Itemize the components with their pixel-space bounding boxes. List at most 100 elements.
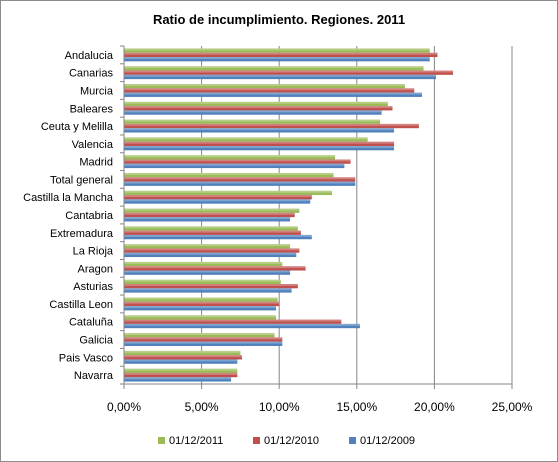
bar-fill bbox=[124, 181, 356, 186]
bar-fill bbox=[124, 368, 238, 373]
bar-fill bbox=[124, 217, 291, 222]
bar-highlight bbox=[124, 92, 422, 95]
category-label: Extremadura bbox=[50, 228, 114, 240]
bar-fill bbox=[124, 52, 438, 58]
bar-fill bbox=[124, 106, 393, 111]
bar-2 bbox=[124, 270, 291, 275]
bar-2 bbox=[124, 74, 436, 80]
bar-highlight bbox=[124, 368, 238, 371]
bar-highlight bbox=[124, 141, 395, 144]
x-tick-label: 10,00% bbox=[259, 400, 300, 414]
bar-0 bbox=[124, 315, 277, 320]
bar-highlight bbox=[124, 333, 275, 336]
bar-fill bbox=[124, 297, 278, 302]
bar-2 bbox=[124, 341, 283, 346]
bar-1 bbox=[124, 106, 393, 111]
bar-0 bbox=[124, 137, 368, 142]
bar-highlight bbox=[124, 226, 298, 229]
category-label: Total general bbox=[50, 174, 113, 186]
bar-highlight bbox=[124, 119, 381, 122]
bar-fill bbox=[124, 212, 295, 218]
bar-highlight bbox=[124, 341, 283, 344]
bar-fill bbox=[124, 359, 238, 364]
bar-1 bbox=[124, 301, 280, 307]
bar-highlight bbox=[124, 123, 419, 126]
bar-highlight bbox=[124, 217, 291, 220]
bar-1 bbox=[124, 284, 298, 289]
bar-fill bbox=[124, 128, 395, 133]
bar-0 bbox=[124, 172, 334, 178]
bar-2 bbox=[124, 323, 360, 329]
bar-fill bbox=[124, 284, 298, 289]
bar-fill bbox=[124, 337, 283, 342]
bar-highlight bbox=[124, 270, 291, 273]
bar-fill bbox=[124, 199, 311, 204]
category-label: Castilla la Mancha bbox=[23, 192, 114, 204]
bar-fill bbox=[124, 350, 241, 356]
bar-2 bbox=[124, 377, 232, 382]
legend-item: 01/12/2010 bbox=[253, 435, 319, 447]
bar-fill bbox=[124, 319, 342, 324]
category-label: Canarias bbox=[69, 68, 114, 80]
bar-0 bbox=[124, 190, 332, 196]
bar-highlight bbox=[124, 163, 345, 166]
bar-1 bbox=[124, 372, 238, 378]
bar-0 bbox=[124, 333, 275, 338]
bar-2 bbox=[124, 57, 430, 62]
bar-0 bbox=[124, 279, 281, 285]
bar-1 bbox=[124, 230, 301, 235]
bar-highlight bbox=[124, 230, 301, 233]
bar-fill bbox=[124, 159, 351, 164]
x-tick-label: 15,00% bbox=[336, 400, 377, 414]
bar-fill bbox=[124, 110, 382, 115]
bar-2 bbox=[124, 181, 356, 186]
bar-highlight bbox=[124, 128, 395, 131]
category-label: Valencia bbox=[72, 139, 114, 151]
bar-1 bbox=[124, 337, 283, 342]
category-label: Pais Vasco bbox=[59, 352, 113, 364]
bar-highlight bbox=[124, 110, 382, 113]
bar-highlight bbox=[124, 106, 393, 109]
bar-fill bbox=[124, 244, 291, 249]
bar-fill bbox=[124, 190, 332, 196]
legend: 01/12/2011 01/12/2010 01/12/2009 bbox=[158, 435, 415, 447]
bar-fill bbox=[124, 137, 368, 142]
bar-highlight bbox=[124, 301, 280, 304]
bar-1 bbox=[124, 88, 415, 93]
category-label: Navarra bbox=[74, 370, 114, 382]
bar-0 bbox=[124, 66, 424, 71]
bar-highlight bbox=[124, 101, 388, 104]
bar-2 bbox=[124, 199, 311, 204]
bar-fill bbox=[124, 57, 430, 62]
bar-highlight bbox=[124, 159, 351, 162]
bar-1 bbox=[124, 141, 395, 146]
bar-2 bbox=[124, 92, 422, 97]
bar-2 bbox=[124, 288, 292, 293]
bar-fill bbox=[124, 372, 238, 378]
chart-title: Ratio de incumplimiento. Regiones. 2011 bbox=[153, 12, 405, 27]
bar-fill bbox=[124, 84, 405, 89]
bar-2 bbox=[124, 359, 238, 364]
category-label: Galicia bbox=[79, 335, 114, 347]
bar-highlight bbox=[124, 177, 356, 180]
x-tick-labels: 0,00% 5,00% 10,00% 15,00% 20,00% 25,00% bbox=[107, 400, 533, 414]
legend-swatch bbox=[253, 437, 260, 444]
x-tick-label: 0,00% bbox=[107, 400, 141, 414]
bar-highlight bbox=[124, 359, 238, 362]
bar-fill bbox=[124, 177, 356, 182]
category-label: Castilla Leon bbox=[49, 299, 113, 311]
bar-fill bbox=[124, 208, 300, 213]
bar-fill bbox=[124, 261, 283, 267]
legend-label: 01/12/2010 bbox=[264, 435, 319, 447]
bar-2 bbox=[124, 306, 277, 311]
bar-highlight bbox=[124, 208, 300, 211]
bar-fill bbox=[124, 119, 381, 124]
bar-fill bbox=[124, 155, 336, 160]
bar-fill bbox=[124, 341, 283, 346]
bar-fill bbox=[124, 101, 388, 107]
bar-highlight bbox=[124, 70, 454, 73]
bar-fill bbox=[124, 70, 454, 75]
bar-1 bbox=[124, 248, 300, 253]
bar-highlight bbox=[124, 377, 232, 380]
